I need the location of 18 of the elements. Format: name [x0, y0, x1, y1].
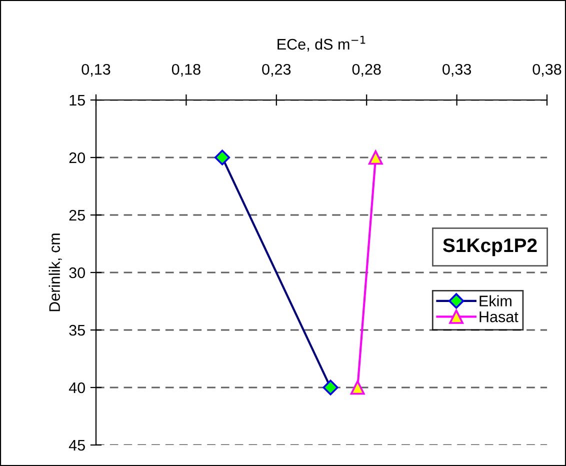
y-tick-label: 15 — [70, 95, 85, 106]
y-tick-label: 40 — [68, 382, 85, 394]
y-axis-title: Derinlik, cm — [48, 234, 62, 312]
x-axis-title: ECe, dS m$^{−1}$ — [278, 36, 366, 52]
y-tick-label: 35 — [69, 324, 85, 336]
x-tick-label: 0,18 — [172, 64, 200, 77]
x-tick-label: 0,38 — [532, 64, 562, 77]
y-tick-label: 25 — [69, 210, 85, 221]
y-tick-label: 20 — [69, 152, 85, 164]
x-tick-label: 0,13 — [82, 64, 110, 77]
legend-label: Hasat — [480, 312, 518, 322]
y-tick-label: 30 — [69, 267, 85, 278]
x-tick-label: 0,33 — [442, 64, 471, 77]
x-tick-label: 0,28 — [352, 64, 381, 77]
legend-label: Ekim — [480, 295, 512, 306]
y-tick-label: 45 — [68, 440, 85, 451]
text: S1Kcp1P2 — [443, 238, 537, 256]
x-tick-label: 0,23 — [262, 64, 291, 77]
